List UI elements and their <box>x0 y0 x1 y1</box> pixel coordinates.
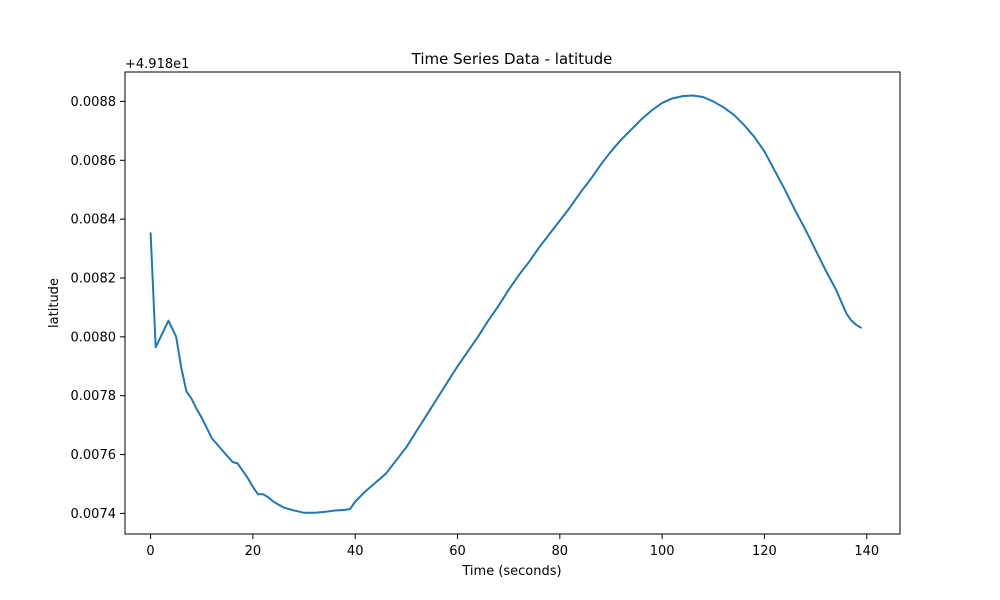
x-axis: 0 20 40 60 80 100 120 140 <box>146 534 879 559</box>
y-offset-label: +4.918e1 <box>125 57 189 72</box>
x-tick-label: 60 <box>449 544 466 559</box>
y-tick-label: 0.0082 <box>71 271 117 286</box>
y-tick-label: 0.0074 <box>71 507 117 522</box>
y-axis: 0.0074 0.0076 0.0078 0.0080 0.0082 0.0084 0.00… <box>71 95 125 522</box>
x-tick-label: 40 <box>347 544 364 559</box>
plot-area <box>149 94 863 514</box>
series-line-0 <box>149 94 863 514</box>
y-tick-label: 0.0078 <box>71 389 117 404</box>
axes-frame <box>124 71 901 535</box>
x-tick-label: 20 <box>245 544 262 559</box>
y-tick-label: 0.0088 <box>71 95 117 110</box>
x-tick-label: 140 <box>854 544 879 559</box>
x-tick-label: 100 <box>650 544 675 559</box>
y-tick-label: 0.0086 <box>71 154 117 169</box>
y-axis-label: latitude <box>47 278 62 328</box>
x-tick-label: 120 <box>752 544 777 559</box>
x-axis-label: Time (seconds) <box>461 564 561 579</box>
y-tick-label: 0.0080 <box>71 330 117 345</box>
x-tick-label: 0 <box>146 544 154 559</box>
chart-title: Time Series Data - latitude <box>411 50 613 68</box>
y-tick-label: 0.0076 <box>71 448 117 463</box>
x-tick-label: 80 <box>552 544 569 559</box>
y-tick-label: 0.0084 <box>71 213 117 228</box>
